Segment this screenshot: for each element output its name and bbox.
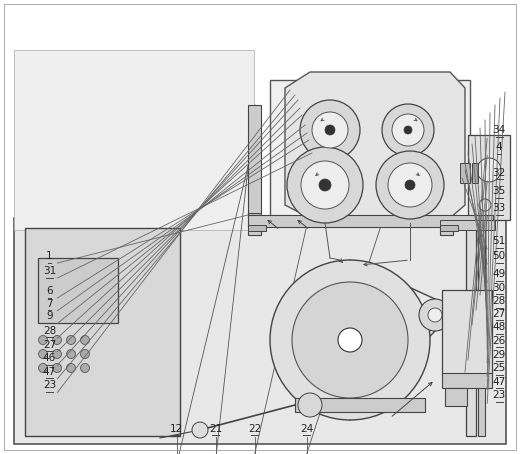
- Circle shape: [292, 282, 408, 398]
- Circle shape: [428, 308, 442, 322]
- Text: 30: 30: [492, 283, 506, 293]
- Bar: [468, 135, 510, 220]
- Circle shape: [392, 114, 424, 146]
- Circle shape: [53, 336, 61, 345]
- Text: 51: 51: [492, 236, 506, 246]
- Text: 26: 26: [492, 336, 506, 346]
- Circle shape: [301, 161, 349, 209]
- Text: 29: 29: [492, 350, 506, 360]
- Bar: [472, 163, 478, 183]
- Circle shape: [419, 299, 451, 331]
- Text: 31: 31: [43, 266, 56, 276]
- Bar: [248, 213, 261, 221]
- Text: 12: 12: [170, 424, 184, 434]
- Circle shape: [38, 364, 47, 372]
- Text: 48: 48: [492, 322, 506, 332]
- Text: 7: 7: [46, 299, 53, 309]
- Bar: [25, 228, 180, 436]
- Bar: [442, 373, 492, 388]
- Circle shape: [479, 199, 491, 211]
- Text: 28: 28: [492, 296, 506, 306]
- Bar: [248, 215, 493, 227]
- Text: 27: 27: [43, 340, 56, 350]
- Circle shape: [81, 336, 89, 345]
- Circle shape: [382, 104, 434, 156]
- Circle shape: [67, 364, 75, 372]
- Text: 25: 25: [492, 363, 506, 373]
- Text: 6: 6: [46, 286, 53, 296]
- Bar: [38, 258, 118, 323]
- Circle shape: [325, 125, 335, 135]
- Text: 24: 24: [300, 424, 314, 434]
- Text: 46: 46: [43, 353, 56, 363]
- Polygon shape: [285, 72, 465, 218]
- Circle shape: [38, 350, 47, 359]
- Text: 49: 49: [492, 269, 506, 279]
- Bar: [466, 218, 476, 436]
- Circle shape: [67, 350, 75, 359]
- Circle shape: [312, 112, 348, 148]
- Bar: [440, 105, 453, 235]
- Text: 4: 4: [496, 142, 502, 152]
- Bar: [14, 218, 506, 444]
- Circle shape: [298, 393, 322, 417]
- Text: 22: 22: [248, 424, 262, 434]
- Text: 33: 33: [492, 203, 506, 213]
- Bar: [440, 213, 453, 221]
- Circle shape: [270, 260, 430, 420]
- Bar: [248, 105, 261, 235]
- Bar: [440, 225, 458, 231]
- Text: 23: 23: [43, 380, 56, 390]
- Bar: [442, 290, 492, 375]
- Circle shape: [338, 328, 362, 352]
- Circle shape: [192, 422, 208, 438]
- Text: 27: 27: [492, 309, 506, 319]
- Bar: [248, 225, 266, 231]
- Text: 47: 47: [43, 367, 56, 377]
- Circle shape: [376, 151, 444, 219]
- Circle shape: [319, 179, 331, 191]
- Bar: [440, 220, 495, 230]
- Text: 23: 23: [492, 390, 506, 400]
- Circle shape: [81, 350, 89, 359]
- Bar: [445, 388, 467, 406]
- Circle shape: [477, 158, 501, 182]
- Circle shape: [53, 350, 61, 359]
- Circle shape: [405, 180, 415, 190]
- Text: 21: 21: [209, 424, 223, 434]
- Bar: [460, 163, 470, 183]
- Text: 35: 35: [492, 186, 506, 196]
- Circle shape: [53, 364, 61, 372]
- Bar: [14, 50, 254, 230]
- Circle shape: [38, 336, 47, 345]
- Circle shape: [67, 336, 75, 345]
- Circle shape: [287, 147, 363, 223]
- Text: 1: 1: [46, 251, 53, 261]
- Circle shape: [300, 100, 360, 160]
- Text: 50: 50: [492, 251, 506, 261]
- Circle shape: [388, 163, 432, 207]
- Bar: [270, 80, 470, 225]
- Text: 32: 32: [492, 168, 506, 178]
- Bar: [478, 218, 485, 436]
- Circle shape: [81, 364, 89, 372]
- Bar: [295, 398, 425, 412]
- Circle shape: [404, 126, 412, 134]
- Text: 34: 34: [492, 125, 506, 135]
- Text: 47: 47: [492, 377, 506, 387]
- Text: 28: 28: [43, 326, 56, 336]
- Text: 9: 9: [46, 311, 53, 321]
